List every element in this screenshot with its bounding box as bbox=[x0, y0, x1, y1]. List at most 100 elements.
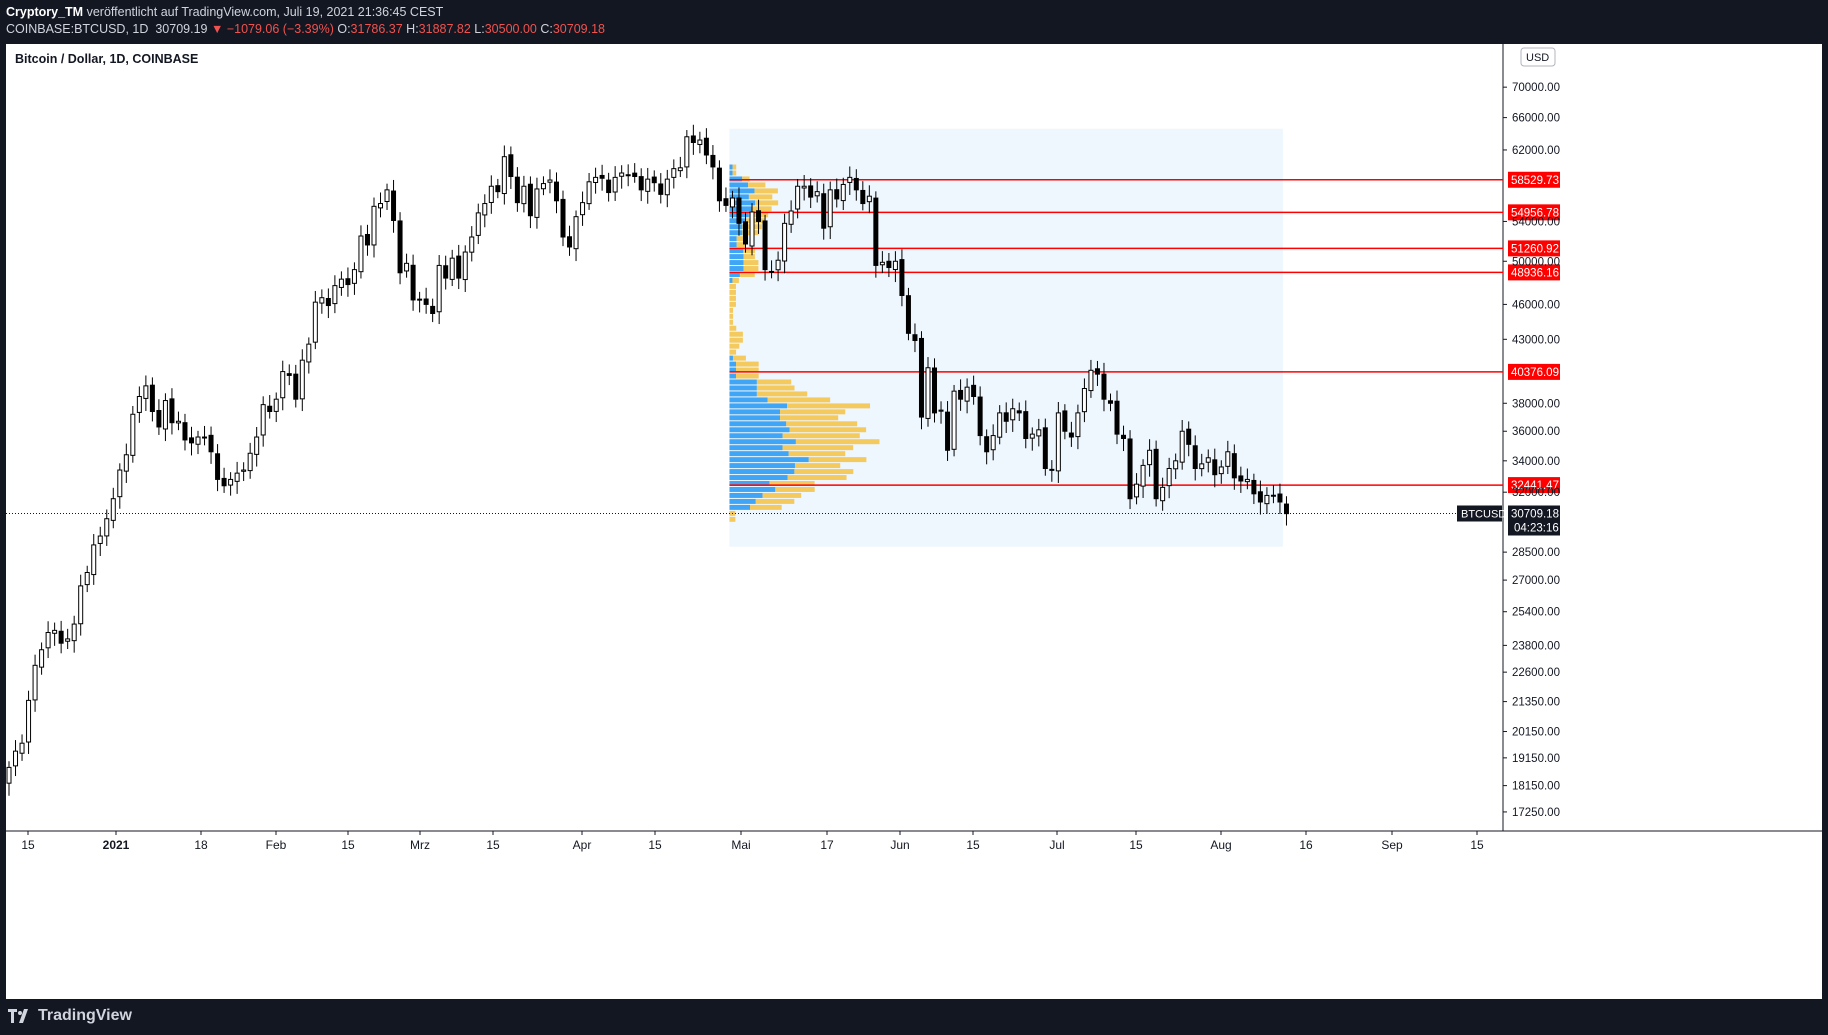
candle-body[interactable] bbox=[234, 472, 240, 482]
candle-body[interactable] bbox=[1121, 434, 1127, 439]
candle-body[interactable] bbox=[338, 278, 344, 288]
candle-body[interactable] bbox=[801, 185, 807, 189]
candle-body[interactable] bbox=[567, 236, 573, 248]
candle-body[interactable] bbox=[1257, 491, 1263, 503]
candle-body[interactable] bbox=[1231, 453, 1237, 479]
candle-body[interactable] bbox=[221, 477, 227, 487]
candle-body[interactable] bbox=[899, 259, 905, 296]
candle-body[interactable] bbox=[827, 189, 833, 228]
candle-body[interactable] bbox=[853, 177, 859, 191]
candle-body[interactable] bbox=[1029, 433, 1035, 439]
candle-body[interactable] bbox=[762, 220, 768, 271]
candle-body[interactable] bbox=[280, 371, 286, 399]
candle-body[interactable] bbox=[404, 262, 410, 272]
candle-body[interactable] bbox=[1081, 388, 1087, 413]
candle-body[interactable] bbox=[1107, 400, 1113, 404]
candle-body[interactable] bbox=[162, 400, 168, 430]
candle-body[interactable] bbox=[456, 255, 462, 279]
candle-body[interactable] bbox=[501, 156, 507, 195]
candle-body[interactable] bbox=[703, 137, 709, 156]
candle-body[interactable] bbox=[756, 210, 762, 222]
candle-body[interactable] bbox=[267, 405, 273, 413]
candle-body[interactable] bbox=[716, 167, 722, 202]
candle-body[interactable] bbox=[1153, 448, 1159, 500]
candle-body[interactable] bbox=[729, 197, 735, 208]
candle-body[interactable] bbox=[1225, 451, 1231, 467]
candle-body[interactable] bbox=[1160, 486, 1166, 502]
candle-body[interactable] bbox=[945, 411, 951, 451]
candle-body[interactable] bbox=[690, 135, 696, 144]
candle-body[interactable] bbox=[1003, 412, 1009, 422]
candle-body[interactable] bbox=[671, 168, 677, 178]
candle-body[interactable] bbox=[286, 373, 292, 376]
candle-body[interactable] bbox=[808, 185, 814, 198]
candle-body[interactable] bbox=[110, 498, 116, 521]
candle-body[interactable] bbox=[879, 261, 885, 266]
candle-body[interactable] bbox=[710, 154, 716, 168]
candle-body[interactable] bbox=[625, 174, 631, 177]
candle-body[interactable] bbox=[195, 436, 201, 445]
candle-body[interactable] bbox=[488, 185, 494, 203]
candle-body[interactable] bbox=[638, 176, 644, 191]
candle-body[interactable] bbox=[521, 185, 527, 205]
candle-body[interactable] bbox=[697, 139, 703, 145]
candle-body[interactable] bbox=[508, 154, 514, 177]
candle-body[interactable] bbox=[619, 172, 625, 177]
candle-body[interactable] bbox=[1199, 463, 1205, 470]
candle-body[interactable] bbox=[254, 436, 260, 455]
candle-body[interactable] bbox=[1192, 445, 1198, 469]
candle-body[interactable] bbox=[775, 259, 781, 271]
candle-body[interactable] bbox=[293, 373, 299, 400]
candle-body[interactable] bbox=[847, 176, 853, 183]
candle-body[interactable] bbox=[788, 210, 794, 225]
candle-body[interactable] bbox=[449, 257, 455, 280]
candle-body[interactable] bbox=[677, 167, 683, 172]
candle-body[interactable] bbox=[188, 437, 194, 444]
candle-body[interactable] bbox=[26, 699, 32, 743]
candle-body[interactable] bbox=[964, 386, 970, 402]
candle-body[interactable] bbox=[378, 203, 384, 209]
candle-body[interactable] bbox=[241, 469, 247, 472]
candle-body[interactable] bbox=[580, 202, 586, 216]
candle-body[interactable] bbox=[475, 212, 481, 236]
candle-body[interactable] bbox=[417, 298, 423, 301]
candle-body[interactable] bbox=[553, 181, 559, 202]
candle-body[interactable] bbox=[586, 181, 592, 205]
candle-body[interactable] bbox=[1062, 410, 1068, 432]
candle-body[interactable] bbox=[514, 176, 520, 204]
candle-body[interactable] bbox=[462, 251, 468, 281]
tradingview-logo[interactable]: TradingView bbox=[8, 1007, 132, 1025]
candle-body[interactable] bbox=[749, 211, 755, 247]
candle-body[interactable] bbox=[32, 664, 38, 701]
candle-body[interactable] bbox=[19, 742, 25, 754]
candle-body[interactable] bbox=[65, 638, 71, 642]
candle-body[interactable] bbox=[84, 571, 90, 586]
candle-body[interactable] bbox=[573, 216, 579, 250]
candle-body[interactable] bbox=[332, 285, 338, 305]
candle-body[interactable] bbox=[1270, 494, 1276, 497]
candle-body[interactable] bbox=[136, 396, 142, 413]
candle-body[interactable] bbox=[495, 185, 501, 193]
candle-body[interactable] bbox=[1042, 427, 1048, 469]
candle-body[interactable] bbox=[1049, 468, 1055, 471]
candle-body[interactable] bbox=[1140, 464, 1146, 487]
candle-body[interactable] bbox=[814, 191, 820, 197]
candle-body[interactable] bbox=[1212, 459, 1218, 476]
chart-frame[interactable]: 58529.73 54956.78 51260.92 48936.16 40376.09… bbox=[6, 44, 1822, 999]
candle-body[interactable] bbox=[228, 478, 234, 486]
candle-body[interactable] bbox=[58, 630, 64, 644]
candle-body[interactable] bbox=[632, 172, 638, 177]
candle-body[interactable] bbox=[1186, 428, 1192, 445]
candle-body[interactable] bbox=[1088, 369, 1094, 392]
candle-body[interactable] bbox=[886, 260, 892, 269]
candle-body[interactable] bbox=[958, 389, 964, 400]
candle-body[interactable] bbox=[932, 367, 938, 414]
candle-body[interactable] bbox=[97, 535, 103, 544]
candle-body[interactable] bbox=[599, 174, 605, 179]
candle-body[interactable] bbox=[684, 136, 690, 168]
candle-body[interactable] bbox=[834, 189, 840, 200]
candle-body[interactable] bbox=[482, 203, 488, 216]
candle-body[interactable] bbox=[612, 176, 618, 193]
candle-body[interactable] bbox=[430, 305, 436, 314]
candle-body[interactable] bbox=[156, 410, 162, 428]
